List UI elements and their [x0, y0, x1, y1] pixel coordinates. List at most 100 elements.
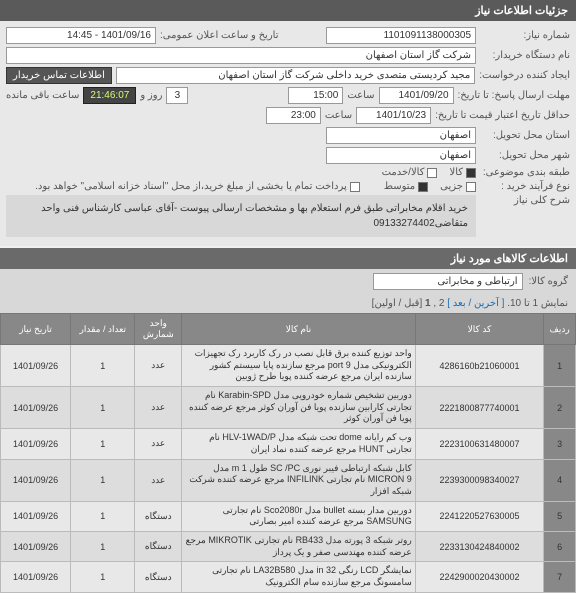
- pager-txt-3: 2 ,: [433, 298, 444, 309]
- proc-chk-2[interactable]: [418, 182, 428, 192]
- process-options: جزیی متوسط: [384, 181, 476, 192]
- cell-name: وب کم رایانه dome تحت شبکه مدل HLV-1WAD/…: [182, 429, 416, 459]
- items-section-header: اطلاعات کالاهای مورد نیاز: [0, 248, 576, 269]
- table-row: 62233130424840002روتر شبکه 3 پورته مدل R…: [1, 531, 576, 561]
- group-field: ارتباطی و مخابراتی: [373, 273, 523, 290]
- need-no-field: 1101091138000305: [326, 27, 476, 44]
- cell-idx: 5: [544, 501, 576, 531]
- note-chk[interactable]: [350, 182, 360, 192]
- table-row: 32223100631480007وب کم رایانه dome تحت ش…: [1, 429, 576, 459]
- contact-info-button[interactable]: اطلاعات تماس خریدار: [6, 67, 112, 84]
- cell-unit: عدد: [135, 459, 182, 501]
- validity-date-field: 1401/10/23: [356, 107, 431, 124]
- cell-unit: عدد: [135, 387, 182, 429]
- creator-label: ایجاد کننده درخواست:: [479, 70, 570, 81]
- cell-code: 2223100631480007: [415, 429, 544, 459]
- group-row: گروه کالا: ارتباطی و مخابراتی: [0, 269, 576, 294]
- cell-code: 2242900020430002: [415, 562, 544, 592]
- cell-qty: 1: [71, 387, 135, 429]
- cell-unit: دستگاه: [135, 501, 182, 531]
- city-field: اصفهان: [326, 147, 476, 164]
- table-row: 22221800877740001دوربین تشخیص شماره خودر…: [1, 387, 576, 429]
- cell-date: 1401/09/26: [1, 531, 71, 561]
- cell-idx: 2: [544, 387, 576, 429]
- proc-lbl-1: جزیی: [440, 181, 463, 192]
- cell-name: دوربین تشخیص شماره خودرویی مدل Karabin-S…: [182, 387, 416, 429]
- days-field: 3: [166, 87, 188, 104]
- cell-qty: 1: [71, 501, 135, 531]
- cell-name: روتر شبکه 3 پورته مدل RB433 نام تجارتی M…: [182, 531, 416, 561]
- need-desc-field: خرید اقلام مخابراتی طبق فرم استعلام بها …: [6, 195, 476, 237]
- remain-label: ساعت باقی مانده: [6, 90, 79, 101]
- day-label: روز و: [140, 90, 162, 101]
- need-desc-label: شرح کلی نیاز: [480, 195, 570, 206]
- validity-label: حداقل تاریخ اعتبار قیمت تا تاریخ:: [435, 110, 570, 121]
- cell-code: 2241220527630005: [415, 501, 544, 531]
- cell-name: نمایشگر LCD رنگی in 32 مدل LA32B580 نام …: [182, 562, 416, 592]
- th-name: نام کالا: [182, 314, 416, 345]
- proc-lbl-2: متوسط: [384, 181, 415, 192]
- form-details: شماره نیاز: 1101091138000305 تاریخ و ساع…: [0, 21, 576, 246]
- pager-txt-1: نمایش 1 تا 10.: [504, 298, 568, 309]
- payment-note: پرداخت تمام یا بخشی از مبلغ خرید،از محل …: [35, 181, 347, 192]
- province-label: استان محل تحویل:: [480, 130, 570, 141]
- cell-qty: 1: [71, 459, 135, 501]
- deadline-time-field: 15:00: [288, 87, 343, 104]
- org-label: نام دستگاه خریدار:: [480, 50, 570, 61]
- table-row: 72242900020430002نمایشگر LCD رنگی in 32 …: [1, 562, 576, 592]
- page-header: جزئیات اطلاعات نیاز: [0, 0, 576, 21]
- cell-qty: 1: [71, 562, 135, 592]
- items-table: ردیف کد کالا نام کالا واحد شمارش تعداد /…: [0, 313, 576, 593]
- city-label: شهر محل تحویل:: [480, 150, 570, 161]
- cell-date: 1401/09/26: [1, 429, 71, 459]
- group-label: گروه کالا:: [529, 276, 568, 287]
- cell-date: 1401/09/26: [1, 459, 71, 501]
- cell-name: واحد توزیع کننده برق قابل نصب در رک کارب…: [182, 345, 416, 387]
- cell-qty: 1: [71, 429, 135, 459]
- cell-code: 2221800877740001: [415, 387, 544, 429]
- cell-name: کابل شبکه ارتباطی فیبر نوری SC /PC طول m…: [182, 459, 416, 501]
- proc-chk-1[interactable]: [466, 182, 476, 192]
- table-row: 42239300098340027کابل شبکه ارتباطی فیبر …: [1, 459, 576, 501]
- announce-label: تاریخ و ساعت اعلان عمومی:: [160, 30, 279, 41]
- time-label-2: ساعت: [325, 110, 352, 121]
- cat-chk-1[interactable]: [466, 168, 476, 178]
- cell-code: 4286160b21060001: [415, 345, 544, 387]
- cell-unit: عدد: [135, 429, 182, 459]
- table-row: 52241220527630005دوربین مدار بسته bullet…: [1, 501, 576, 531]
- cell-unit: عدد: [135, 345, 182, 387]
- cat-chk-2[interactable]: [427, 168, 437, 178]
- cat-lbl-2: کالا/خدمت: [382, 167, 425, 178]
- time-label-1: ساعت: [347, 90, 374, 101]
- org-field: شرکت گاز استان اصفهان: [6, 47, 476, 64]
- th-idx: ردیف: [544, 314, 576, 345]
- cell-code: 2233130424840002: [415, 531, 544, 561]
- creator-field: مجید کردیستی متصدی خرید داخلی شرکت گاز ا…: [116, 67, 475, 84]
- cell-date: 1401/09/26: [1, 562, 71, 592]
- cat-lbl-1: کالا: [449, 167, 463, 178]
- th-code: کد کالا: [415, 314, 544, 345]
- pager: نمایش 1 تا 10. [ آخرین / بعد ] 2 , 1 [قب…: [0, 294, 576, 313]
- th-unit: واحد شمارش: [135, 314, 182, 345]
- deadline-date-field: 1401/09/20: [379, 87, 454, 104]
- pager-next-link[interactable]: [ آخرین / بعد ]: [447, 298, 504, 309]
- cell-date: 1401/09/26: [1, 501, 71, 531]
- process-label: نوع فرآیند خرید :: [480, 181, 570, 192]
- cell-qty: 1: [71, 345, 135, 387]
- category-label: طبقه بندی موضوعی:: [480, 167, 570, 178]
- cell-unit: دستگاه: [135, 531, 182, 561]
- pager-txt-5: [قبل / اولین]: [372, 298, 423, 309]
- deadline-label: مهلت ارسال پاسخ: تا تاریخ:: [458, 90, 570, 101]
- cell-qty: 1: [71, 531, 135, 561]
- category-options: کالا کالا/خدمت: [382, 167, 476, 178]
- pager-current: 1: [425, 298, 431, 309]
- province-field: اصفهان: [326, 127, 476, 144]
- table-row: 1 4286160b21060001واحد توزیع کننده برق قا…: [1, 345, 576, 387]
- th-date: تاریخ نیاز: [1, 314, 71, 345]
- cell-date: 1401/09/26: [1, 387, 71, 429]
- need-no-label: شماره نیاز:: [480, 30, 570, 41]
- table-header-row: ردیف کد کالا نام کالا واحد شمارش تعداد /…: [1, 314, 576, 345]
- cell-date: 1401/09/26: [1, 345, 71, 387]
- cell-name: دوربین مدار بسته bullet مدل Sco2080r نام…: [182, 501, 416, 531]
- th-qty: تعداد / مقدار: [71, 314, 135, 345]
